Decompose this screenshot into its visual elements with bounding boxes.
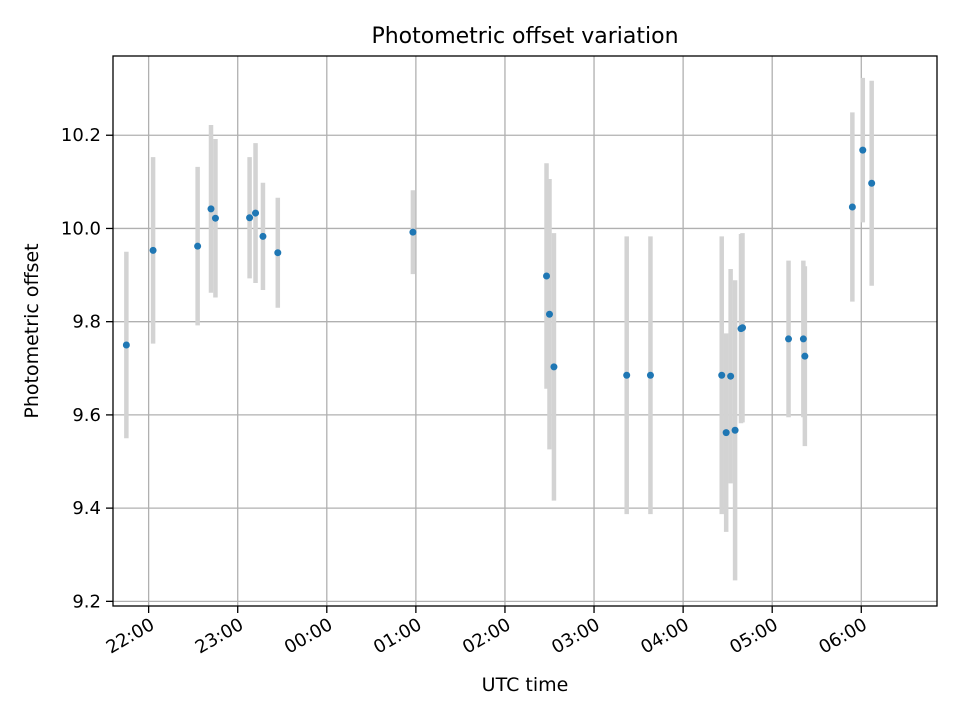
data-point	[543, 272, 551, 280]
data-point	[194, 242, 202, 250]
data-points	[122, 146, 876, 437]
y-axis-label: Photometric offset	[21, 243, 43, 418]
data-point	[731, 426, 739, 434]
x-tick-label: 22:00	[103, 614, 158, 658]
x-tick-label: 05:00	[726, 614, 781, 658]
data-point	[246, 214, 254, 222]
data-point	[149, 246, 157, 254]
y-tick-label: 9.2	[72, 591, 101, 612]
data-point	[727, 372, 735, 380]
data-point	[646, 371, 654, 379]
x-tick-label: 04:00	[637, 614, 692, 658]
data-point	[409, 228, 417, 236]
x-tick-label: 02:00	[459, 614, 514, 658]
data-point	[722, 429, 730, 437]
data-point	[739, 324, 747, 332]
data-point	[211, 214, 219, 222]
y-tick-label: 9.6	[72, 405, 101, 426]
data-point	[799, 335, 807, 343]
y-tick-label: 10.2	[61, 125, 101, 146]
data-point	[252, 209, 260, 217]
data-point	[550, 363, 558, 371]
data-point	[868, 179, 876, 187]
data-point	[859, 146, 867, 154]
plot-area-frame	[112, 55, 938, 607]
data-point	[545, 310, 553, 318]
x-tick-label: 03:00	[548, 614, 603, 658]
x-tick-label: 06:00	[815, 614, 870, 658]
data-point	[623, 371, 631, 379]
x-tick-label: 23:00	[192, 614, 247, 658]
data-point	[801, 352, 809, 360]
data-point	[274, 249, 282, 257]
y-tick-label: 9.8	[72, 312, 101, 333]
grid-lines	[113, 56, 937, 606]
y-tick-label: 10.0	[61, 218, 101, 239]
data-point	[848, 203, 856, 211]
data-point	[122, 341, 130, 349]
chart-title: Photometric offset variation	[371, 24, 678, 49]
data-point	[207, 205, 215, 213]
x-axis-label: UTC time	[482, 674, 569, 696]
axis-ticks: 22:00 23:00 00:00 01:00 02:00 03:00 04:00 05:00…	[61, 125, 871, 658]
y-tick-label: 9.4	[72, 498, 101, 519]
data-point	[718, 371, 726, 379]
x-tick-label: 01:00	[370, 614, 425, 658]
data-point	[259, 232, 267, 240]
x-tick-label: 00:00	[281, 614, 336, 658]
data-point	[785, 335, 793, 343]
